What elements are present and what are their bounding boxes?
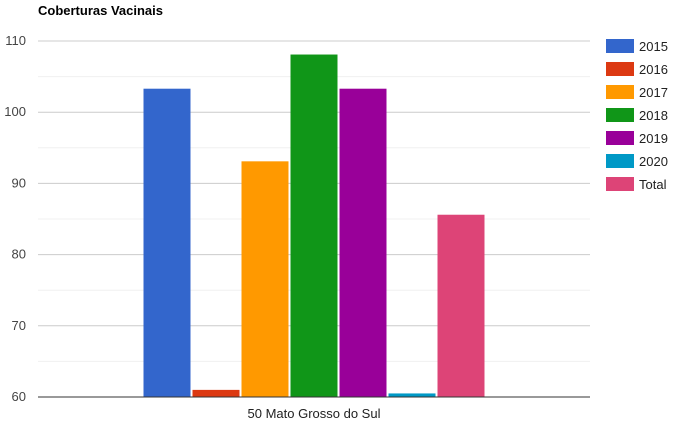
y-tick-label: 80: [12, 247, 26, 262]
bar-2016: [192, 389, 240, 397]
bar-2019: [339, 88, 387, 397]
legend-label-2017: 2017: [639, 85, 668, 100]
y-tick-label: 110: [5, 33, 26, 48]
legend-swatch-total: [606, 177, 634, 191]
legend-swatch-2015: [606, 39, 634, 53]
chart-title: Coberturas Vacinais: [38, 3, 163, 18]
legend-swatch-2019: [606, 131, 634, 145]
legend-swatch-2016: [606, 62, 634, 76]
x-category-label: 50 Mato Grosso do Sul: [248, 406, 381, 421]
bar-2020: [388, 393, 436, 397]
y-tick-label: 70: [12, 318, 26, 333]
y-tick-label: 100: [4, 104, 26, 119]
y-tick-label: 90: [12, 175, 26, 190]
bar-2015: [143, 88, 191, 397]
legend-label-2016: 2016: [639, 62, 668, 77]
legend-label-2018: 2018: [639, 108, 668, 123]
y-tick-label: 60: [12, 389, 26, 404]
bar-2018: [290, 54, 338, 397]
legend-label-2020: 2020: [639, 154, 668, 169]
legend-swatch-2018: [606, 108, 634, 122]
legend-label-2015: 2015: [639, 39, 668, 54]
bar-2017: [241, 161, 289, 397]
bar-total: [437, 214, 485, 397]
legend-label-total: Total: [639, 177, 667, 192]
legend-label-2019: 2019: [639, 131, 668, 146]
legend-swatch-2017: [606, 85, 634, 99]
legend-swatch-2020: [606, 154, 634, 168]
